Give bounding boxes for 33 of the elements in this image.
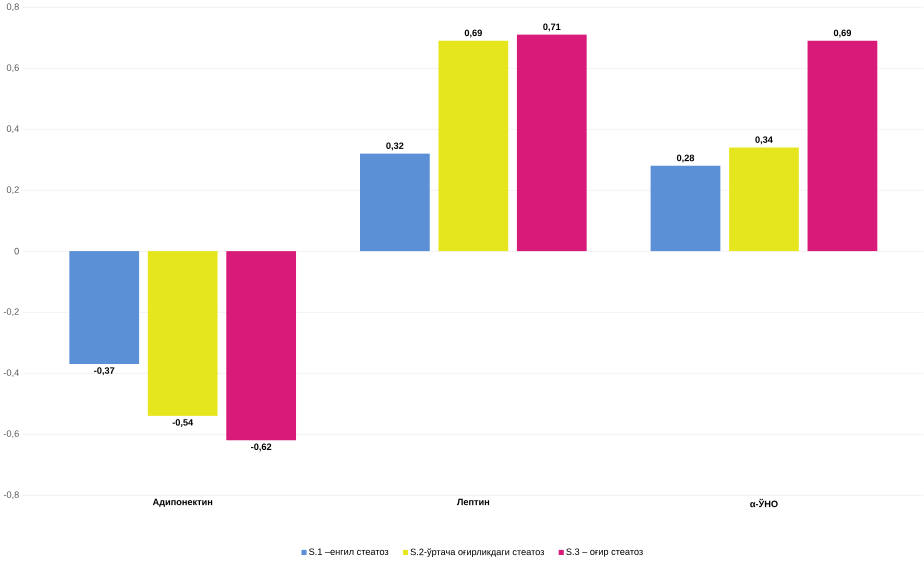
bar (808, 40, 878, 252)
bar (360, 154, 430, 252)
x-tick-label: Лептин (456, 498, 490, 506)
y-tick-label: 0,2 (6, 186, 19, 194)
y-tick-label: -0,6 (4, 430, 19, 438)
data-label: 0,69 (464, 30, 482, 38)
y-tick-label: -0,8 (4, 492, 19, 500)
data-label: 0,28 (676, 154, 694, 163)
y-tick-label: 0,8 (6, 4, 19, 12)
bar (650, 166, 720, 252)
data-label: -0,37 (94, 367, 114, 376)
bar (69, 251, 140, 364)
legend-label: S.3 – оғир стеатоз (566, 548, 643, 557)
bar (226, 251, 296, 440)
legend-label: S.1 –енгил стеатоз (309, 548, 388, 556)
y-tick-label: 0 (14, 248, 19, 255)
y-tick-label: -0,2 (4, 308, 19, 316)
y-tick-label: -0,4 (4, 370, 19, 378)
bar (729, 148, 799, 252)
data-label: -0,54 (172, 419, 194, 428)
bar (516, 34, 587, 252)
y-tick-label: 0,4 (6, 126, 19, 134)
data-label: 0,34 (755, 136, 773, 144)
data-label: 0,71 (543, 24, 560, 32)
x-tick-label: α-ЎНО (750, 498, 778, 508)
data-label: 0,32 (386, 142, 404, 150)
data-label: 0,69 (834, 30, 852, 38)
y-tick-label: 0,6 (6, 64, 19, 72)
legend-label: S.2-ўртача оғирликдаги стеатоз (410, 548, 544, 558)
bar (438, 40, 508, 252)
data-label: -0,62 (251, 444, 272, 452)
x-tick-label: Адипонектин (152, 498, 212, 508)
bar (148, 251, 218, 416)
